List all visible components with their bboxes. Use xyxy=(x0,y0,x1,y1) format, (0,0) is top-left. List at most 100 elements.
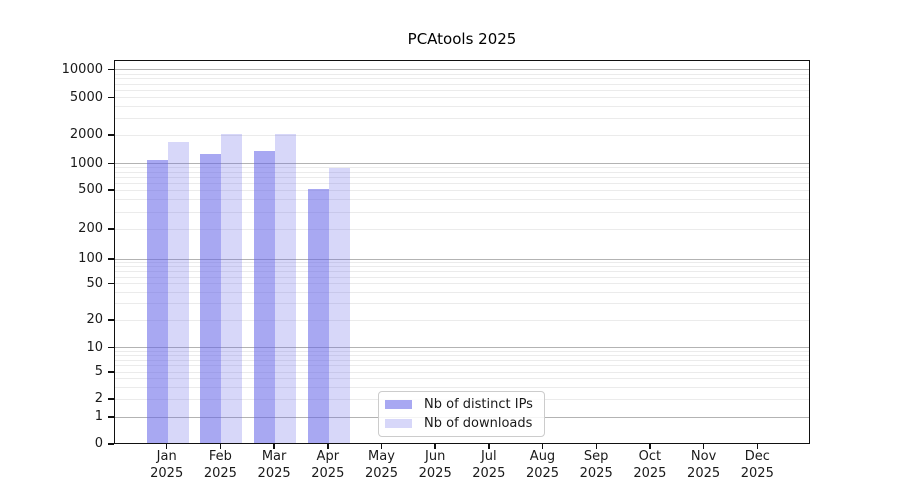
bar-nb-of-downloads-apr xyxy=(328,168,350,443)
y-tick-mark xyxy=(108,371,114,373)
x-tick-mark xyxy=(165,444,168,449)
x-tick-mark xyxy=(327,444,329,449)
minor-gridline xyxy=(115,228,809,230)
x-tick-year: 2025 xyxy=(525,465,560,481)
chart-title: PCAtools 2025 xyxy=(407,30,517,48)
minor-gridline xyxy=(115,167,809,169)
bar-nb-of-downloads-jan xyxy=(167,141,189,443)
y-tick-mark xyxy=(108,162,114,165)
minor-gridline xyxy=(115,266,809,268)
minor-gridline xyxy=(115,371,809,373)
bar-nb-of-distinct-ips-apr xyxy=(307,188,329,443)
minor-gridline xyxy=(115,276,809,278)
minor-gridline xyxy=(115,378,809,380)
y-tick-label: 2 xyxy=(94,391,103,406)
minor-gridline xyxy=(115,89,809,91)
y-tick-label: 2000 xyxy=(69,127,103,142)
minor-gridline xyxy=(115,359,809,361)
x-tick-mark xyxy=(756,444,759,449)
minor-gridline xyxy=(115,271,809,273)
y-tick-mark xyxy=(108,258,114,260)
y-tick-label: 10 xyxy=(86,339,103,355)
minor-gridline xyxy=(115,283,809,285)
y-tick-mark xyxy=(108,443,114,445)
x-tick-mark xyxy=(219,444,222,449)
y-tick-mark xyxy=(108,319,114,321)
y-tick-label: 5 xyxy=(94,364,103,380)
bar-nb-of-downloads-mar xyxy=(275,134,297,443)
y-tick-mark xyxy=(108,134,114,136)
x-tick-mark xyxy=(273,444,275,449)
x-tick-year: 2025 xyxy=(687,465,721,481)
bar-nb-of-distinct-ips-feb xyxy=(200,153,222,443)
x-tick-label: Oct 2025 xyxy=(605,449,695,482)
x-tick-mark xyxy=(380,444,383,449)
y-tick-mark xyxy=(108,346,114,349)
x-tick-mark xyxy=(649,444,651,449)
minor-gridline xyxy=(115,97,809,99)
minor-gridline xyxy=(115,189,809,191)
minor-gridline xyxy=(115,262,809,264)
minor-gridline xyxy=(115,176,809,178)
x-tick-label: Nov 2025 xyxy=(659,449,749,482)
x-tick-label: Feb 2025 xyxy=(175,449,265,482)
x-tick-label: Aug 2025 xyxy=(498,449,588,482)
x-tick-label: Sep 2025 xyxy=(551,449,641,482)
y-tick-label: 10000 xyxy=(61,61,103,77)
legend-item: Nb of downloads xyxy=(385,416,538,431)
x-tick-year: 2025 xyxy=(740,465,774,481)
x-tick-year: 2025 xyxy=(579,465,613,481)
legend-label: Nb of downloads xyxy=(424,415,533,431)
minor-gridline xyxy=(115,106,809,108)
x-tick-mark xyxy=(434,444,436,449)
legend-swatch-nb-of-distinct-ips xyxy=(385,400,412,410)
legend-swatch-nb-of-downloads xyxy=(385,418,412,428)
x-tick-year: 2025 xyxy=(633,465,667,481)
y-tick-label: 0 xyxy=(94,436,103,451)
x-tick-mark xyxy=(541,444,544,449)
minor-gridline xyxy=(115,83,809,85)
minor-gridline xyxy=(115,386,809,388)
minor-gridline xyxy=(115,182,809,184)
y-tick-mark xyxy=(108,96,114,99)
y-tick-label: 50 xyxy=(86,275,103,291)
minor-gridline xyxy=(115,171,809,173)
x-tick-mark xyxy=(595,444,597,449)
major-gridline xyxy=(115,347,809,349)
x-tick-year: 2025 xyxy=(257,465,291,481)
major-gridline xyxy=(115,258,809,260)
x-tick-label: Jul 2025 xyxy=(444,449,534,482)
y-tick-label: 200 xyxy=(78,221,103,237)
x-tick-year: 2025 xyxy=(418,465,452,481)
y-tick-label: 500 xyxy=(78,182,103,198)
y-tick-mark xyxy=(108,282,114,285)
x-tick-label: Mar 2025 xyxy=(229,449,319,482)
legend-item: Nb of distinct IPs xyxy=(385,397,538,412)
x-tick-year: 2025 xyxy=(364,465,399,481)
minor-gridline xyxy=(115,355,809,357)
y-tick-label: 100 xyxy=(78,251,103,266)
major-gridline xyxy=(115,163,809,165)
minor-gridline xyxy=(115,211,809,213)
minor-gridline xyxy=(115,350,809,352)
minor-gridline xyxy=(115,73,809,75)
y-tick-label: 1 xyxy=(94,409,103,425)
minor-gridline xyxy=(115,319,809,321)
minor-gridline xyxy=(115,365,809,367)
legend-label: Nb of distinct IPs xyxy=(424,397,533,413)
x-tick-mark xyxy=(702,444,705,449)
bar-nb-of-downloads-feb xyxy=(221,134,243,443)
y-tick-mark xyxy=(108,189,114,191)
x-tick-label: Jan 2025 xyxy=(122,449,212,482)
x-tick-year: 2025 xyxy=(472,465,506,481)
x-tick-label: May 2025 xyxy=(337,449,427,482)
legend: Nb of distinct IPs Nb of downloads xyxy=(378,391,545,437)
y-tick-mark xyxy=(108,416,114,418)
y-tick-label: 1000 xyxy=(69,155,103,171)
y-tick-label: 5000 xyxy=(69,89,103,105)
y-tick-mark xyxy=(108,398,114,400)
bar-nb-of-distinct-ips-jan xyxy=(146,159,168,443)
major-gridline xyxy=(115,69,809,71)
minor-gridline xyxy=(115,134,809,136)
